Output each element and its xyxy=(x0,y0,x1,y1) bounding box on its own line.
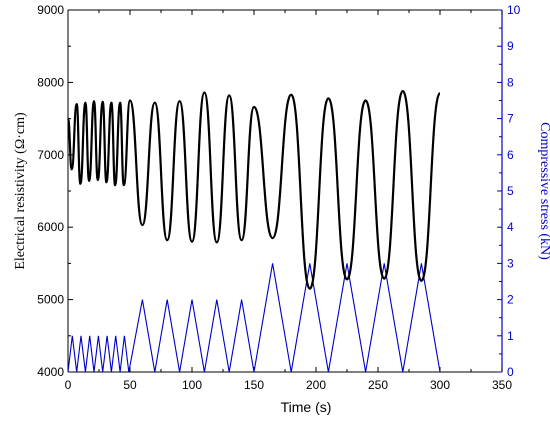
left-y-tick-label: 4000 xyxy=(37,365,64,379)
x-tick-label: 50 xyxy=(123,378,137,392)
right-y-tick-label: 6 xyxy=(507,148,514,162)
x-tick-label: 300 xyxy=(430,378,450,392)
right-y-axis-title: Compressive stress (kN) xyxy=(537,122,550,260)
right-y-tick-label: 3 xyxy=(507,256,514,270)
left-y-tick-label: 7000 xyxy=(37,148,64,162)
right-y-tick-label: 8 xyxy=(507,75,514,89)
right-y-tick-label: 2 xyxy=(507,293,514,307)
left-y-axis-title: Electrical resistivity (Ω·cm) xyxy=(13,112,28,270)
right-y-tick-label: 7 xyxy=(507,112,514,126)
plot-area: 0 50 100 150 200 250 300 3504000500060007000800… xyxy=(37,3,520,392)
x-axis-title: Time (s) xyxy=(281,399,332,415)
compressive-stress-series xyxy=(67,263,441,373)
x-tick-label: 150 xyxy=(244,378,264,392)
left-y-tick-label: 6000 xyxy=(37,220,64,234)
right-y-tick-label: 5 xyxy=(507,184,514,198)
electrical-resistivity-series xyxy=(66,89,442,290)
x-tick-label: 200 xyxy=(306,378,326,392)
right-y-tick-label: 0 xyxy=(507,365,514,379)
right-y-tick-label: 10 xyxy=(507,3,521,17)
right-y-tick-label: 1 xyxy=(507,329,514,343)
left-y-tick-label: 9000 xyxy=(37,3,64,17)
x-tick-label: 100 xyxy=(182,378,202,392)
left-y-tick-label: 5000 xyxy=(37,293,64,307)
right-y-tick-label: 4 xyxy=(507,220,514,234)
right-y-tick-label: 9 xyxy=(507,39,514,53)
x-tick-label: 350 xyxy=(492,378,512,392)
x-tick-label: 0 xyxy=(65,378,72,392)
x-tick-label: 250 xyxy=(368,378,388,392)
left-y-tick-label: 8000 xyxy=(37,75,64,89)
